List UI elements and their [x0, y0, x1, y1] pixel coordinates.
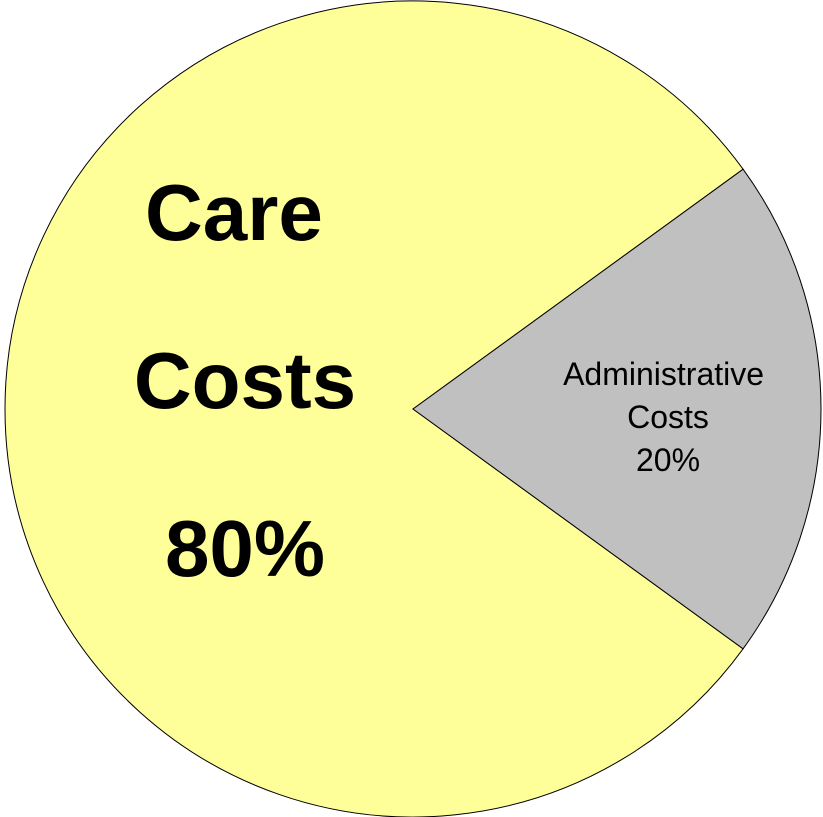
slice-label: Care Costs: [134, 168, 356, 425]
slice-value-label: 80%: [165, 504, 325, 593]
slice-value-label: 20%: [636, 442, 700, 478]
pie-slice: [4, 0, 744, 817]
slice-label: Administrative Costs: [563, 356, 773, 435]
pie-slice: [412, 168, 822, 650]
